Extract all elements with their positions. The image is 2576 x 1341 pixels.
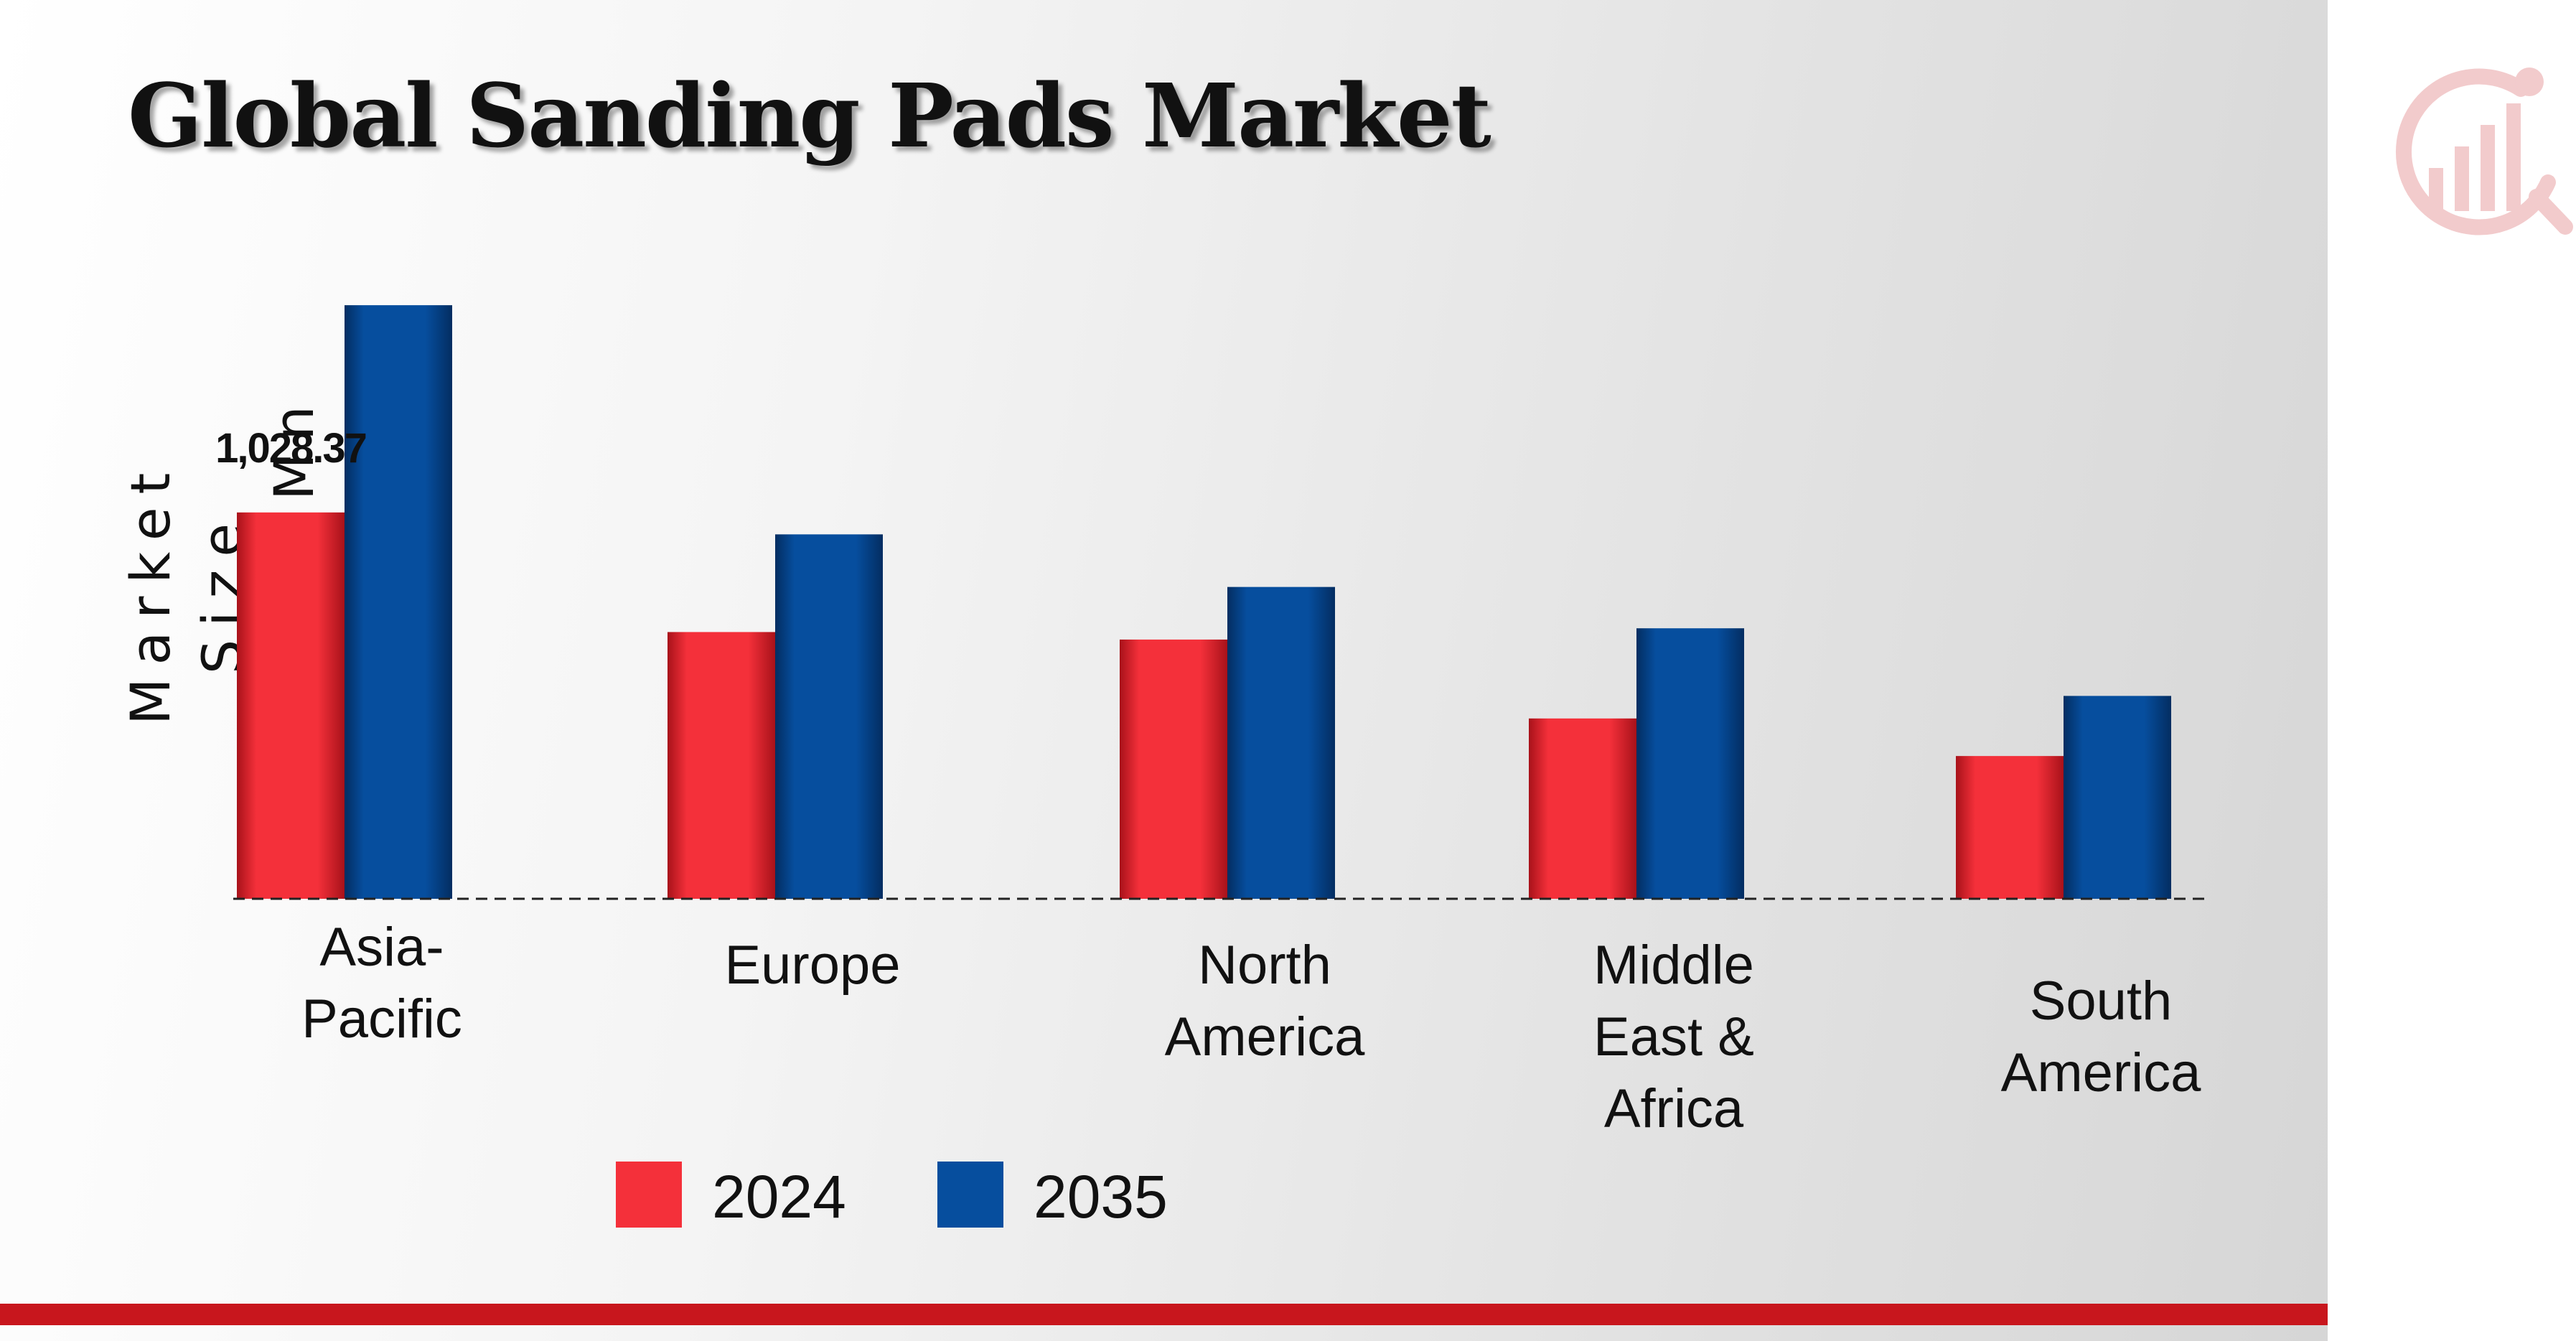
- x-tick-label: Asia- Pacific: [301, 917, 462, 1050]
- x-tick-label-line: America: [1165, 1006, 1365, 1067]
- chart-title: Global Sanding Pads Market: [128, 64, 1491, 167]
- data-label-group: 1,028.37: [215, 425, 367, 472]
- bar-2024-asia-pacific: [237, 512, 345, 899]
- legend-swatch-2024: [616, 1162, 682, 1228]
- x-tick-label-line: South: [2030, 971, 2173, 1032]
- legend-label-2035: 2035: [1034, 1163, 1168, 1230]
- accent-bar: [0, 1304, 2328, 1325]
- bar-2024-south-america: [1956, 756, 2064, 899]
- x-tick-label-line: Africa: [1604, 1078, 1744, 1139]
- x-tick-label-line: Middle: [1593, 935, 1754, 996]
- legend-label-2024: 2024: [712, 1163, 846, 1230]
- bar-group: [237, 305, 2171, 900]
- market-research-chart-logo-icon: [2395, 67, 2573, 235]
- legend: 2024 2035: [616, 1162, 1168, 1230]
- bar-2024-middle-east-africa: [1529, 718, 1636, 899]
- bar-2035-middle-east-africa: [1636, 628, 1744, 899]
- x-tick-label: Europe: [724, 935, 900, 996]
- x-tick-label: South America: [2001, 971, 2201, 1103]
- bar-2035-north-america: [1227, 587, 1335, 899]
- x-tick-label: Middle East & Africa: [1593, 935, 1754, 1139]
- bar-2024-north-america: [1120, 639, 1227, 899]
- legend-swatch-2035: [937, 1162, 1003, 1228]
- bar-chart: 1,028.37 Asia- Pacific Europe North America M…: [215, 305, 2207, 1230]
- bar-2035-asia-pacific: [345, 305, 452, 900]
- x-tick-label-group: Asia- Pacific Europe North America Middle East…: [301, 917, 2201, 1139]
- x-tick-label: North America: [1165, 935, 1365, 1067]
- x-tick-label-line: East &: [1593, 1006, 1754, 1067]
- x-tick-label-line: Asia-: [319, 917, 444, 978]
- bar-2024-europe: [668, 632, 775, 899]
- x-tick-label-line: Europe: [724, 935, 900, 996]
- x-tick-label-line: Pacific: [301, 989, 462, 1050]
- bar-2035-south-america: [2064, 696, 2171, 899]
- bar-2035-europe: [775, 534, 883, 899]
- x-tick-label-line: America: [2001, 1042, 2201, 1103]
- x-tick-label-line: North: [1198, 935, 1331, 996]
- data-label: 1,028.37: [215, 425, 366, 472]
